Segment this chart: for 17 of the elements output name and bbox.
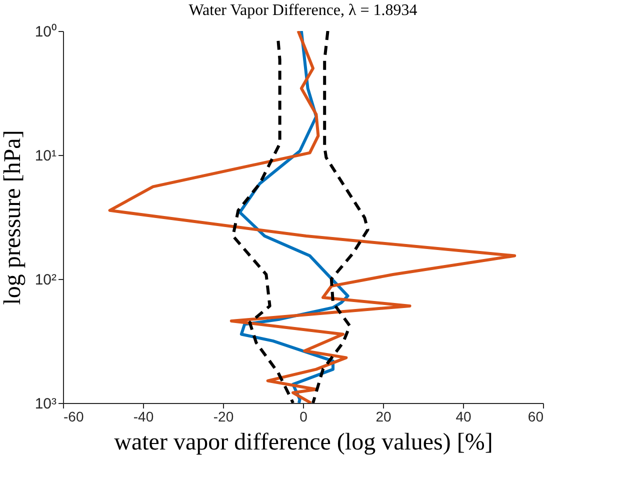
x-tick-label: -40 (133, 408, 154, 424)
x-tick-label: 0 (300, 408, 308, 424)
y-tick-label: 10¹ (34, 148, 56, 164)
x-tick-label: -60 (64, 408, 84, 424)
y-tick-label: 10⁰ (34, 24, 56, 40)
x-tick-label: 60 (528, 408, 544, 424)
line-series (232, 39, 294, 403)
x-tick-label: 40 (456, 408, 472, 424)
chart-title: Water Vapor Difference, λ = 1.8934 (188, 2, 418, 19)
x-tick-label: -20 (213, 408, 234, 424)
y-axis-title: log pressure [hPa] (0, 130, 26, 305)
y-tick-label: 10³ (34, 396, 56, 412)
line-series (108, 31, 516, 403)
x-tick-label: 20 (376, 408, 392, 424)
line-series (312, 31, 370, 403)
y-tick-label: 10² (34, 272, 56, 288)
x-axis-title: water vapor difference (log values) [%] (114, 430, 493, 456)
